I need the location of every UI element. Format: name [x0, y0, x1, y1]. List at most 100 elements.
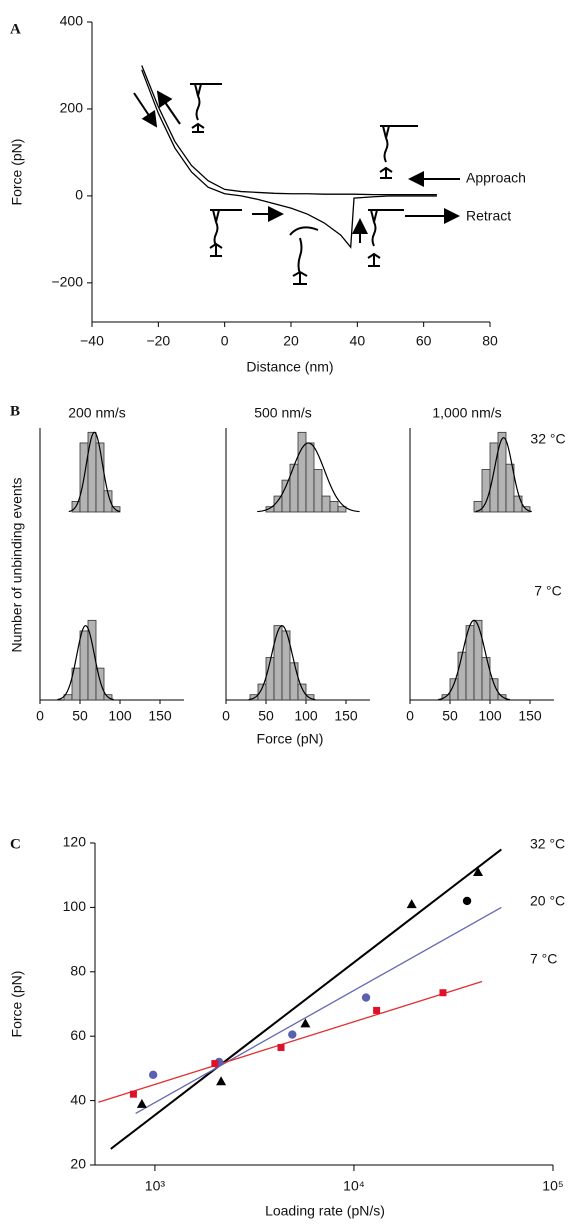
- x-tick-label: 10³: [145, 1178, 166, 1194]
- x-tick-label: 50: [258, 708, 274, 724]
- x-tick-label: 150: [334, 708, 358, 724]
- point: [216, 1076, 227, 1086]
- histogram-bar: [329, 500, 339, 513]
- gaussian-fit: [257, 442, 360, 513]
- x-tick-label: 0: [406, 708, 414, 724]
- x-tick-label: 0: [221, 333, 229, 349]
- histogram-bar: [87, 431, 97, 513]
- series-label: 32 °C: [530, 836, 565, 852]
- y-tick-label: 80: [70, 963, 86, 979]
- point: [473, 866, 484, 876]
- gaussian-fit: [248, 624, 316, 701]
- y-axis-label: Number of unbinding events: [9, 477, 25, 652]
- y-tick-label: 60: [70, 1027, 86, 1043]
- legend-label: Approach: [466, 170, 526, 186]
- y-tick-label: 400: [60, 13, 84, 29]
- y-tick-label: 40: [70, 1091, 86, 1107]
- column-title: 1,000 nm/s: [432, 405, 501, 421]
- histogram-bar: [489, 678, 499, 701]
- x-tick-label: 0: [222, 708, 230, 724]
- y-tick-label: 20: [70, 1156, 86, 1172]
- histogram-bar: [441, 694, 451, 701]
- x-tick-label: 20: [283, 333, 299, 349]
- point: [361, 993, 371, 1002]
- point: [439, 989, 447, 997]
- x-tick-label: 100: [294, 708, 318, 724]
- y-tick-label: 0: [75, 187, 83, 203]
- x-tick-label: 100: [108, 708, 132, 724]
- histogram-bar: [465, 625, 475, 701]
- histogram-bar: [289, 662, 299, 701]
- point: [136, 1098, 147, 1108]
- histogram-bar: [289, 463, 299, 513]
- histogram-bar: [513, 495, 523, 513]
- point: [277, 1043, 285, 1051]
- histogram-bar: [313, 469, 323, 513]
- histogram-bar: [481, 469, 491, 513]
- y-axis-label: Force (pN): [9, 139, 25, 206]
- point: [373, 1006, 381, 1014]
- point: [211, 1060, 219, 1068]
- fit-line: [110, 848, 502, 1150]
- force-curve: [141, 65, 437, 196]
- x-tick-label: −40: [80, 333, 104, 349]
- legend-label: Retract: [466, 208, 511, 224]
- fit-line: [135, 906, 502, 1115]
- histogram-bar: [497, 694, 507, 701]
- series-label: 20 °C: [530, 893, 565, 909]
- x-axis-label: Loading rate (pN/s): [265, 1203, 385, 1219]
- gaussian-fit: [438, 619, 510, 701]
- series-label: 7 °C: [530, 951, 557, 967]
- histogram-bar: [489, 442, 499, 513]
- row-label: 7 °C: [534, 583, 561, 599]
- x-tick-label: 10⁵: [542, 1178, 563, 1194]
- y-tick-label: 100: [63, 898, 87, 914]
- histogram-bar: [95, 667, 105, 701]
- column-title: 500 nm/s: [254, 405, 312, 421]
- point: [462, 896, 472, 906]
- panel-label: C: [10, 836, 21, 852]
- histogram-bar: [95, 442, 105, 513]
- x-axis-label: Distance (nm): [246, 359, 333, 375]
- histogram-bar: [297, 683, 307, 701]
- x-tick-label: 50: [72, 708, 88, 724]
- point: [406, 899, 417, 909]
- histogram-bar: [305, 442, 315, 513]
- decoration: [133, 83, 460, 285]
- x-tick-label: 50: [442, 708, 458, 724]
- gaussian-fit: [57, 624, 114, 701]
- x-tick-label: 60: [416, 333, 432, 349]
- gaussian-fit: [68, 431, 121, 513]
- histogram-bar: [337, 506, 347, 513]
- histogram-bar: [79, 630, 89, 701]
- x-tick-label: 80: [482, 333, 498, 349]
- y-tick-label: −200: [51, 274, 83, 290]
- fit-line: [98, 980, 483, 1103]
- point: [288, 1030, 297, 1039]
- x-tick-label: 100: [478, 708, 502, 724]
- row-label: 32 °C: [530, 431, 565, 447]
- column-title: 200 nm/s: [68, 405, 126, 421]
- y-axis-label: Force (pN): [9, 971, 25, 1038]
- x-tick-label: 150: [518, 708, 542, 724]
- x-tick-label: 10⁴: [343, 1178, 365, 1194]
- histogram-bar: [481, 657, 491, 701]
- force-curve: [141, 69, 437, 249]
- point: [148, 1070, 158, 1080]
- point: [129, 1090, 137, 1098]
- histogram-bar: [257, 683, 267, 701]
- histogram-bar: [321, 495, 331, 513]
- x-tick-label: 40: [350, 333, 366, 349]
- y-tick-label: 200: [60, 100, 84, 116]
- x-tick-label: 150: [148, 708, 172, 724]
- panel-label: A: [10, 21, 21, 37]
- gaussian-fit: [475, 436, 532, 513]
- histogram-bar: [505, 463, 515, 513]
- x-tick-label: 0: [36, 708, 44, 724]
- panel-label: B: [10, 403, 20, 419]
- histogram-bar: [457, 651, 467, 701]
- y-tick-label: 120: [63, 834, 87, 850]
- point: [300, 1018, 311, 1028]
- histogram-bar: [273, 625, 283, 701]
